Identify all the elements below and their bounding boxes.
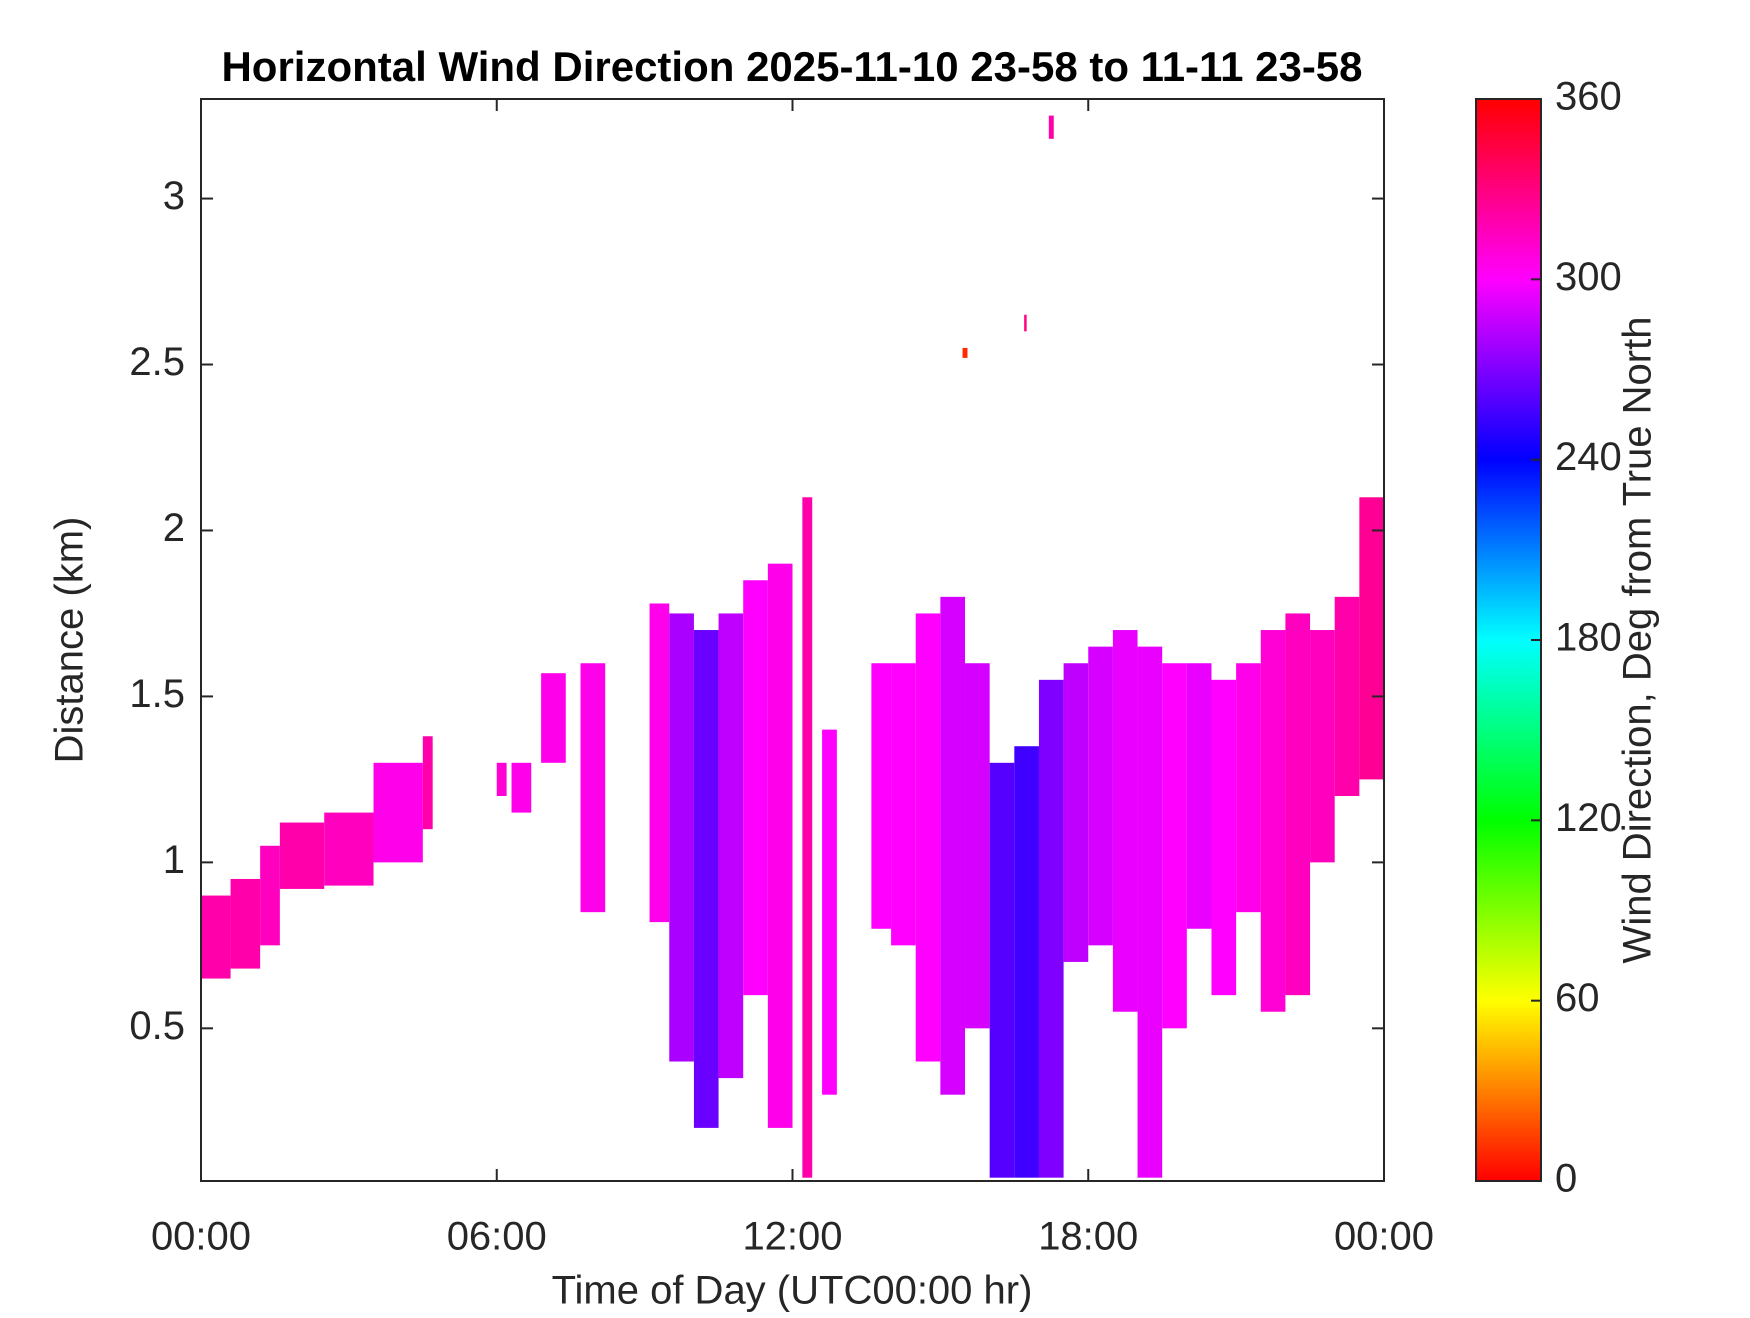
colorbar-tick-label: 60 [1555,976,1600,1020]
colorbar-tick-label: 0 [1555,1157,1577,1201]
heatmap-cell [962,347,968,358]
heatmap-cell [649,603,670,923]
heatmap-cell [1236,663,1261,913]
heatmap-cell [496,762,507,796]
colorbar-tick-label: 240 [1555,435,1622,479]
chart-title: Horizontal Wind Direction 2025-11-10 23-… [221,43,1362,90]
heatmap-cell [1048,115,1054,139]
x-tick-label: 18:00 [1038,1215,1138,1259]
heatmap-cell [718,613,744,1079]
heatmap-cell [965,663,990,1029]
heatmap-cell [1112,630,1138,1012]
x-tick-label: 00:00 [1334,1215,1434,1259]
colorbar-label: Wind Direction, Deg from True North [1616,317,1660,964]
heatmap-cell [915,613,941,1062]
y-tick-label: 1 [163,838,185,882]
colorbar [1475,98,1542,1182]
heatmap-cell [1186,663,1212,929]
heatmap-cell [1359,497,1384,780]
heatmap-cell [891,663,916,946]
heatmap-cell [1211,679,1237,996]
heatmap-cell [1024,314,1027,332]
heatmap-cell [1063,663,1089,962]
y-tick-label: 2.5 [129,340,185,384]
y-tick-label: 1.5 [129,672,185,716]
heatmap-cell [1088,646,1113,946]
heatmap-cell [669,613,694,1062]
heatmap-cell [580,663,606,913]
y-tick-label: 0.5 [129,1004,185,1048]
y-tick-label: 2 [163,506,185,550]
y-tick-label: 3 [163,174,185,218]
x-tick-label: 12:00 [742,1215,842,1259]
heatmap-cell [201,895,231,979]
colorbar-tick-label: 360 [1555,75,1622,119]
heatmap-cell [767,563,793,1128]
colorbar-tick-label: 180 [1555,616,1622,660]
heatmap-cell [279,822,325,889]
x-tick-label: 00:00 [151,1215,251,1259]
heatmap-cell [1137,646,1163,1178]
heatmap-cell [940,596,966,1095]
x-tick-label: 06:00 [447,1215,547,1259]
heatmap-cell [511,762,532,813]
heatmap-cell [1334,596,1360,796]
heatmap-cell [422,736,433,830]
heatmap-cell [1285,613,1311,996]
heatmap-cell [1310,630,1335,863]
colorbar-tick-label: 300 [1555,255,1622,299]
heatmap-cell [743,580,768,996]
y-axis-label: Distance (km) [48,517,92,764]
heatmap-cell [230,878,261,969]
heatmap-cell [373,762,423,863]
heatmap-cell [1014,746,1039,1178]
heatmap-cell [1038,679,1064,1178]
heatmap-cell [541,673,566,763]
heatmap-cell [1260,630,1286,1012]
heatmap-cell [822,729,837,1095]
heatmap-cell [989,762,1015,1178]
x-axis-label: Time of Day (UTC00:00 hr) [552,1269,1033,1313]
heatmap-cell [260,845,280,946]
heatmap-cell [871,663,892,929]
heatmap-cell [693,630,719,1128]
colorbar-tick-label: 120 [1555,796,1622,840]
heatmap-cell [802,497,813,1178]
heatmap-cell [1162,663,1187,1029]
heatmap-cell [324,812,374,886]
